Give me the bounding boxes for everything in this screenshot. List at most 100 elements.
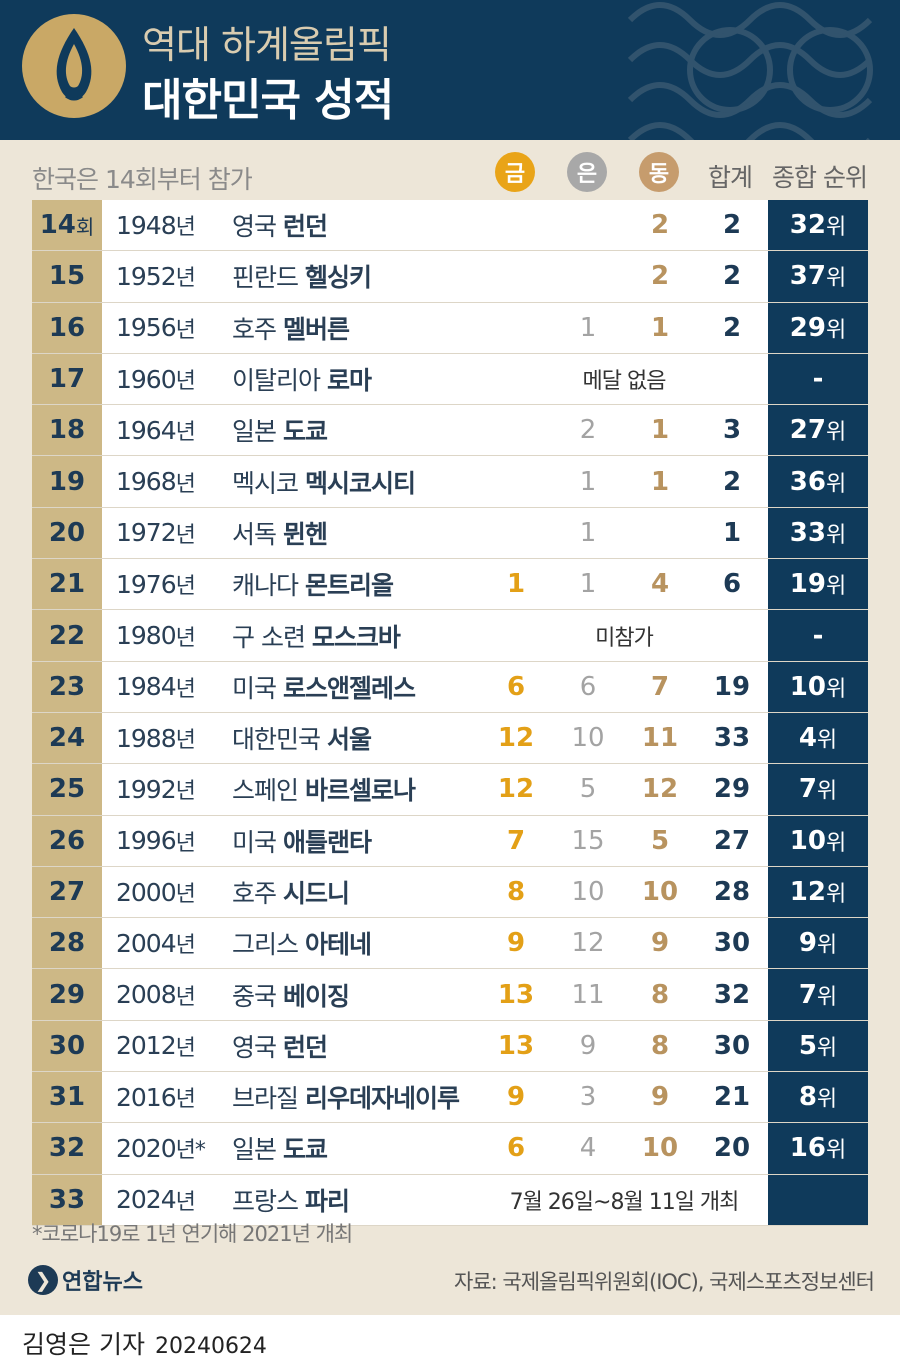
silver-count: 5 (579, 774, 597, 805)
gold-medal-icon: 금 (495, 152, 535, 192)
rank-value: 19 (789, 569, 826, 600)
rank-value: 27 (789, 415, 826, 446)
year-value: 1968 (116, 467, 177, 497)
year-suffix: 년 (175, 420, 196, 446)
row-body: 2004 년 그리스 아테네 9 12 9 30 (102, 918, 768, 969)
games-number: 20 (32, 507, 102, 559)
row-note: 메달 없음 (582, 369, 667, 395)
silver-count: 9 (579, 1030, 597, 1061)
overall-rank (768, 1174, 868, 1225)
host-city-name: 헬싱키 (304, 263, 372, 293)
rank-value: 36 (789, 466, 826, 497)
host-city-name: 시드니 (282, 879, 350, 908)
host-city-name: 멕시코시티 (304, 468, 416, 498)
row-body: 2020 년* 일본 도쿄 6 4 10 20 (102, 1123, 768, 1174)
games-number-value: 28 (48, 928, 86, 959)
rank-suffix: 위 (816, 728, 838, 754)
row-note: 미참가 (595, 625, 654, 651)
row-body: 1972 년 서독 뮌헨 1 1 (102, 507, 768, 559)
games-number-value: 21 (48, 569, 86, 600)
host-city: 대한민국 서울 (218, 713, 480, 763)
total-count: 21 (713, 1082, 751, 1113)
games-number-value: 25 (48, 774, 86, 805)
rank-value: 4 (798, 723, 817, 754)
rank-suffix: 위 (825, 676, 847, 702)
year-value: 1952 (116, 261, 177, 291)
rank-suffix: 위 (825, 882, 847, 907)
host-city-name: 바르셀로나 (304, 776, 416, 806)
row-body: 1952 년 핀란드 헬싱키 2 2 (102, 251, 768, 302)
host-country: 브라질 (232, 1084, 299, 1114)
year-value: 2000 (116, 877, 177, 907)
host-country: 영국 (232, 212, 277, 242)
total-count: 27 (713, 825, 751, 856)
title-line-1: 역대 하계올림픽 (142, 23, 392, 67)
year-value: 2016 (116, 1082, 177, 1112)
reporter-name: 김영은 기자 (22, 1330, 145, 1359)
rank-value: 32 (789, 210, 826, 241)
total-count: 30 (713, 928, 751, 959)
overall-rank: 37 위 (768, 251, 868, 302)
bronze-count: 10 (641, 877, 679, 907)
host-city-name: 애틀랜타 (282, 827, 372, 857)
host-city: 중국 베이징 (218, 969, 480, 1019)
year-value: 1960 (116, 364, 177, 394)
games-number: 27 (32, 866, 102, 918)
row-body: 1988 년 대한민국 서울 12 10 11 33 (102, 712, 768, 764)
rank-suffix: 위 (825, 522, 847, 548)
table-row: 16 1956 년 호주 멜버른 1 1 2 29 위 (32, 302, 868, 354)
year-suffix: 년 (175, 317, 196, 343)
source-credit: 자료: 국제올림픽위원회(IOC), 국제스포츠정보센터 (454, 1270, 875, 1294)
games-number: 15 (32, 251, 102, 302)
year-value: 1980 (116, 621, 177, 651)
silver-count: 6 (579, 671, 597, 702)
year-suffix: 년 (175, 369, 196, 395)
table-row: 33 2024 년 프랑스 파리 7월 26일~8월 11일 개최 (32, 1174, 868, 1226)
games-year: 1972 년 (102, 508, 218, 558)
games-year: 1980 년 (102, 610, 218, 660)
silver-count: 1 (579, 569, 597, 600)
year-value: 2024 (116, 1185, 177, 1215)
total-count: 1 (722, 517, 742, 548)
gold-count: 12 (497, 774, 535, 805)
rank-suffix: 위 (825, 215, 847, 241)
host-city-name: 파리 (304, 1186, 350, 1216)
publish-date: 20240624 (154, 1334, 267, 1359)
year-value: 1956 (116, 313, 177, 343)
host-city: 멕시코 멕시코시티 (218, 456, 480, 506)
gold-count (480, 456, 552, 506)
games-number: 24 (32, 712, 102, 764)
games-number: 33 (32, 1174, 102, 1225)
total-count: 33 (713, 723, 751, 754)
bronze-count: 8 (650, 1030, 670, 1061)
total-count: 2 (722, 312, 742, 343)
year-suffix: 년 (175, 215, 196, 241)
gold-count: 7 (506, 825, 526, 856)
table-row: 21 1976 년 캐나다 몬트리올 1 1 4 6 19 위 (32, 559, 868, 611)
bronze-count: 10 (641, 1133, 679, 1164)
rank-value: 10 (789, 671, 826, 702)
rank-value: 5 (798, 1030, 817, 1061)
column-header-rank: 종합 순위 (772, 163, 868, 192)
silver-count: 10 (571, 877, 605, 907)
games-number: 28 (32, 918, 102, 969)
year-suffix: 년 (175, 728, 196, 754)
year-suffix: 년 (175, 625, 196, 651)
host-country: 그리스 (232, 930, 299, 960)
host-city: 일본 도쿄 (218, 1123, 480, 1173)
gold-count: 13 (497, 1030, 535, 1061)
overall-rank: 10 위 (768, 661, 868, 712)
paris-2024-pattern (627, 2, 873, 140)
header-banner: 역대 하계올림픽 대한민국 성적 (0, 0, 900, 140)
bronze-count (624, 508, 696, 558)
column-header-total: 합계 (708, 163, 753, 192)
overall-rank: 19 위 (768, 559, 868, 610)
games-number-value: 19 (48, 466, 86, 497)
bronze-count: 2 (650, 261, 670, 292)
overall-rank: 27 위 (768, 405, 868, 456)
year-suffix: 년 (175, 676, 196, 702)
table-row: 19 1968 년 멕시코 멕시코시티 1 1 2 36 위 (32, 456, 868, 508)
total-count: 29 (713, 774, 751, 805)
